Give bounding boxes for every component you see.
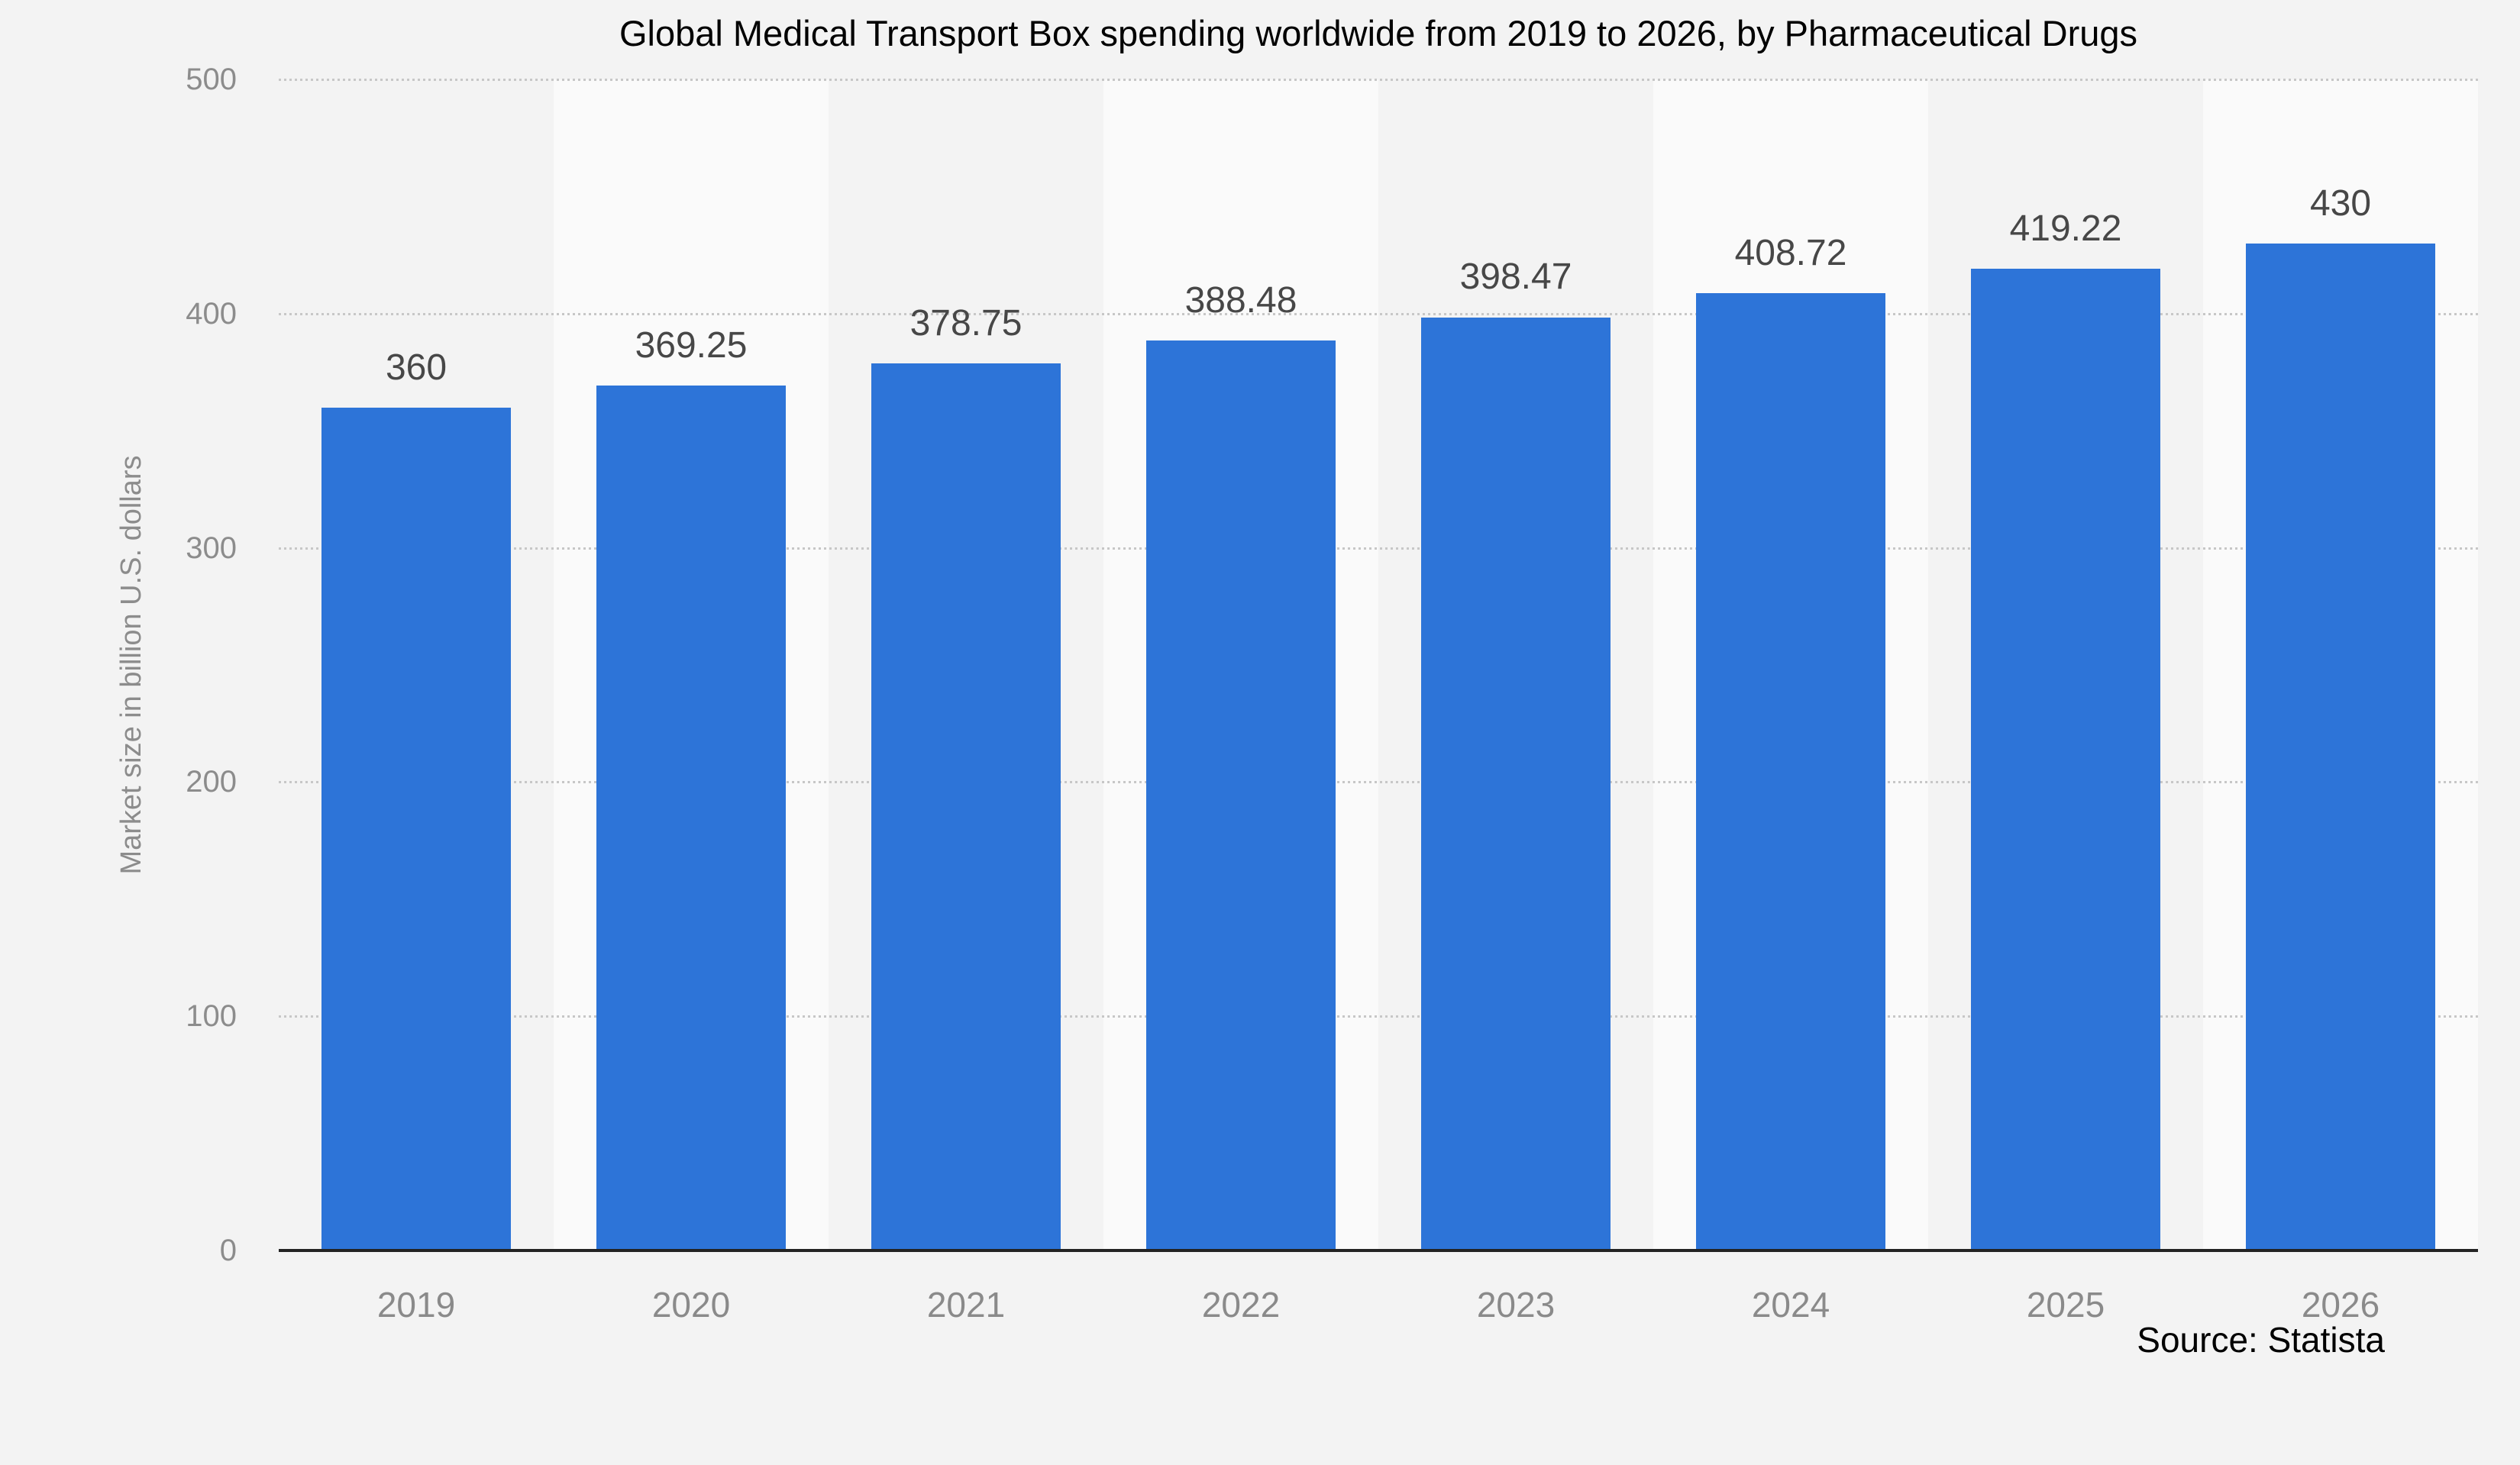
bar-2023[interactable] bbox=[1421, 317, 1611, 1250]
x-tick-label-2024: 2024 bbox=[1751, 1285, 1830, 1325]
value-label-2026: 430 bbox=[2309, 182, 2372, 224]
bar-2025[interactable] bbox=[1971, 268, 2160, 1250]
bar-2019[interactable] bbox=[321, 407, 511, 1250]
bar-2026[interactable] bbox=[2246, 243, 2435, 1250]
value-label-2024: 408.72 bbox=[1734, 233, 1847, 274]
x-tick-label-2021: 2021 bbox=[926, 1285, 1006, 1325]
y-tick-label-500: 500 bbox=[186, 63, 237, 96]
chart-title: Global Medical Transport Box spending wo… bbox=[619, 13, 2138, 53]
value-label-2023: 398.47 bbox=[1459, 257, 1572, 298]
gridline-300 bbox=[279, 547, 2478, 550]
x-tick-label-2022: 2022 bbox=[1201, 1285, 1281, 1325]
x-tick-label-2026: 2026 bbox=[2301, 1285, 2380, 1325]
bar-2022[interactable] bbox=[1146, 340, 1336, 1250]
value-label-2021: 378.75 bbox=[909, 302, 1023, 344]
y-tick-label-100: 100 bbox=[186, 999, 237, 1034]
bar-2021[interactable] bbox=[871, 363, 1061, 1250]
value-label-2019: 360 bbox=[385, 347, 447, 388]
value-label-2025: 419.22 bbox=[2009, 208, 2122, 249]
bar-2020[interactable] bbox=[596, 386, 786, 1250]
gridline-400 bbox=[279, 312, 2478, 315]
x-tick-label-2023: 2023 bbox=[1476, 1285, 1556, 1325]
gridline-200 bbox=[279, 781, 2478, 784]
y-tick-label-0: 0 bbox=[219, 1234, 237, 1267]
source-note: Source: Statista bbox=[2137, 1320, 2385, 1360]
gridline-100 bbox=[279, 1015, 2478, 1018]
gridline-500 bbox=[279, 79, 2478, 81]
y-axis-title: Market size in billion U.S. dollars bbox=[115, 455, 147, 875]
x-tick-label-2025: 2025 bbox=[2026, 1285, 2105, 1325]
value-label-2020: 369.25 bbox=[635, 325, 748, 366]
bar-2024[interactable] bbox=[1696, 293, 1885, 1250]
plot-area bbox=[279, 79, 2478, 1250]
y-tick-label-300: 300 bbox=[186, 531, 237, 565]
x-axis-line bbox=[279, 1249, 2478, 1252]
y-tick-label-400: 400 bbox=[186, 296, 237, 331]
x-tick-label-2020: 2020 bbox=[651, 1285, 731, 1325]
x-tick-label-2019: 2019 bbox=[376, 1285, 456, 1325]
y-tick-label-200: 200 bbox=[186, 765, 237, 799]
value-label-2022: 388.48 bbox=[1184, 280, 1297, 321]
